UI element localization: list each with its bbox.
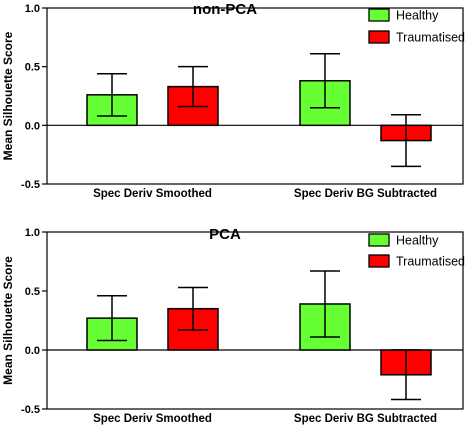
plot-frame [46, 231, 464, 410]
panel-pca: 1.0 0.5 0.0 -0.5 Mean Silhouette Score PCA Spe… [1, 226, 465, 425]
plot-frame [46, 7, 464, 185]
y-tick-label: 0.0 [25, 345, 40, 357]
y-tick-label: 0.5 [25, 62, 40, 74]
legend-swatch-traumatised [368, 30, 390, 44]
y-axis-label: Mean Silhouette Score [1, 256, 15, 385]
y-tick-label: 1.0 [25, 227, 40, 239]
y-tick-label: -0.5 [21, 179, 40, 191]
legend-swatch-traumatised [368, 254, 390, 268]
panel-non-pca: 1.0 0.5 0.0 -0.5 Mean Silhouette Score non-PC… [1, 1, 465, 200]
y-tick-label: 1.0 [25, 3, 40, 15]
legend-label: Healthy [396, 9, 439, 23]
category-label: Spec Deriv Smoothed [93, 413, 212, 425]
category-label: Spec Deriv BG Subtracted [294, 188, 437, 200]
legend-label: Healthy [396, 234, 439, 248]
chart-title: PCA [209, 226, 241, 243]
legend-swatch-healthy [368, 233, 390, 247]
legend-label: Traumatised [396, 31, 465, 45]
legend-swatch-healthy [368, 8, 390, 22]
category-label: Spec Deriv Smoothed [93, 188, 212, 200]
chart-title: non-PCA [193, 1, 257, 18]
y-axis-label: Mean Silhouette Score [1, 31, 15, 160]
category-label: Spec Deriv BG Subtracted [294, 413, 437, 425]
y-tick-label: 0.5 [25, 286, 40, 298]
y-tick-label: 0.0 [25, 120, 40, 132]
y-tick-label: -0.5 [21, 404, 40, 416]
legend-label: Traumatised [396, 255, 465, 269]
